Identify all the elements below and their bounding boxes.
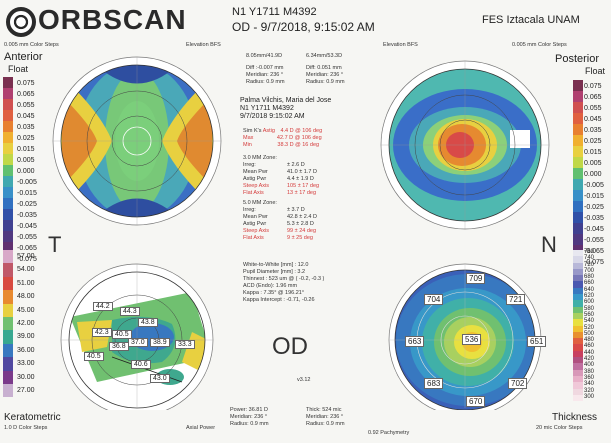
anterior-subtitle: Float bbox=[8, 64, 29, 74]
institution: FES Iztacala UNAM bbox=[482, 14, 580, 26]
thickness-color-scale bbox=[573, 250, 583, 402]
simk-block: Sim K's Astig 4.4 D @ 106 deg Max 42.7 D… bbox=[243, 128, 323, 148]
thickness-scale-labels: 760 740 720 700 680 660 640 620 600 580 560 540 520 5… bbox=[584, 249, 595, 400]
thickness-point-4: 663 bbox=[405, 336, 425, 347]
ker-value-2: 44.3 bbox=[120, 307, 140, 316]
posterior-scale-labels: 0.075 0.065 0.055 0.045 0.035 0.025 0.015 0.005… bbox=[584, 83, 604, 266]
patient-date: 9/7/2018 9:15:02 AM bbox=[240, 113, 305, 120]
thickness-point-2: 704 bbox=[424, 294, 444, 305]
keratometric-axial-map[interactable] bbox=[52, 262, 222, 410]
version-label: v3.12 bbox=[297, 377, 311, 383]
keratometric-color-scale bbox=[3, 250, 13, 398]
keratometric-axial: Axial Power bbox=[186, 425, 216, 431]
posterior-bfs: Elevation BFS bbox=[383, 42, 418, 48]
anterior-bfs: Elevation BFS bbox=[186, 42, 221, 48]
posterior-diff-block: 6.34mm/53.3D Diff: 0.051 mm Meridian: 23… bbox=[306, 53, 345, 85]
ker-value-10: 40.5 bbox=[84, 352, 104, 361]
thickness-steps: 20 mic Color Steps bbox=[536, 425, 583, 431]
patient-id: N1 Y1711 M4392 bbox=[240, 105, 294, 112]
thickness-readout: Thick: 524 mic Meridian: 236 ° Radius: 0… bbox=[306, 407, 345, 427]
ker-value-9: 36.8 bbox=[109, 342, 129, 351]
thickness-point-6: 683 bbox=[424, 378, 444, 389]
keratometric-readout: Power: 36.81 D Meridian: 236 ° Radius: 0… bbox=[230, 407, 269, 427]
thickness-title: Thickness bbox=[552, 412, 598, 423]
patient-name: Palma Vilchis, Maria del Jose bbox=[240, 97, 332, 104]
zone5-block: 5.0 MM Zone: Irreg: ± 3.7 D Mean Pwr 42.8 … bbox=[243, 200, 317, 241]
patient-block: Palma Vilchis, Maria del Jose N1 Y1711 M… bbox=[240, 97, 331, 121]
temporal-label: T bbox=[48, 232, 62, 257]
ker-value-11: 40.6 bbox=[131, 360, 151, 369]
extra-measurements: White-to-White [mm] : 12.0 Pupil Diamete… bbox=[243, 262, 325, 303]
exam-id: N1 Y1711 M4392 bbox=[232, 6, 317, 18]
anterior-float-map[interactable] bbox=[52, 56, 222, 226]
ker-value-4: 42.3 bbox=[92, 328, 112, 337]
ker-value-3: 43.8 bbox=[138, 318, 158, 327]
keratometric-title: Keratometric bbox=[4, 412, 61, 423]
brand-name: ORBSCAN bbox=[38, 4, 187, 35]
thickness-point-5: 651 bbox=[527, 336, 547, 347]
eye-label: OD bbox=[272, 333, 308, 360]
anterior-color-scale bbox=[3, 77, 13, 264]
posterior-color-scale bbox=[573, 80, 583, 267]
ker-value-5: 40.5 bbox=[112, 330, 132, 339]
anterior-diff-block: 8.05mm/41.9D Diff :-0.007 mm Meridian: 2… bbox=[246, 53, 285, 85]
ker-value-7: 38.9 bbox=[150, 338, 170, 347]
thickness-point-3: 721 bbox=[506, 294, 526, 305]
anterior-steps: 0.005 mm Color Steps bbox=[4, 42, 59, 48]
posterior-steps: 0.005 mm Color Steps bbox=[512, 42, 567, 48]
thickness-point-8: 670 bbox=[466, 396, 486, 407]
zone3-block: 3.0 MM Zone: Irreg: ± 2.6 D Mean Pwr 41.0 … bbox=[243, 155, 320, 196]
keratometric-steps: 1.0 D Color Steps bbox=[4, 425, 48, 431]
ker-value-6: 37.0 bbox=[128, 338, 148, 347]
thickness-point-1: 709 bbox=[466, 273, 486, 284]
thickness-pachy: 0.92 Pachymetry bbox=[368, 430, 410, 436]
orbscan-logo: ORBSCAN bbox=[6, 4, 187, 37]
eye-date: OD - 9/7/2018, 9:15:02 AM bbox=[232, 20, 375, 34]
posterior-float-map[interactable] bbox=[380, 60, 550, 230]
posterior-title: Posterior bbox=[555, 53, 600, 65]
logo-eye-icon bbox=[6, 6, 36, 37]
thickness-point-7: 702 bbox=[508, 378, 528, 389]
ker-value-1: 44.2 bbox=[93, 302, 113, 311]
keratometric-scale-labels: 57.00 54.00 51.00 48.00 45.00 42.00 39.00 36.00… bbox=[17, 253, 35, 394]
anterior-title: Anterior bbox=[4, 51, 43, 63]
ker-value-12: 43.0 bbox=[150, 374, 170, 383]
nasal-label: N bbox=[541, 232, 557, 257]
ker-value-8: 33.3 bbox=[175, 340, 195, 349]
anterior-scale-labels: 0.075 0.065 0.055 0.045 0.035 0.025 0.015 0.005… bbox=[17, 80, 37, 263]
posterior-subtitle: Float bbox=[585, 66, 606, 76]
thickness-center: 536 bbox=[462, 334, 482, 345]
